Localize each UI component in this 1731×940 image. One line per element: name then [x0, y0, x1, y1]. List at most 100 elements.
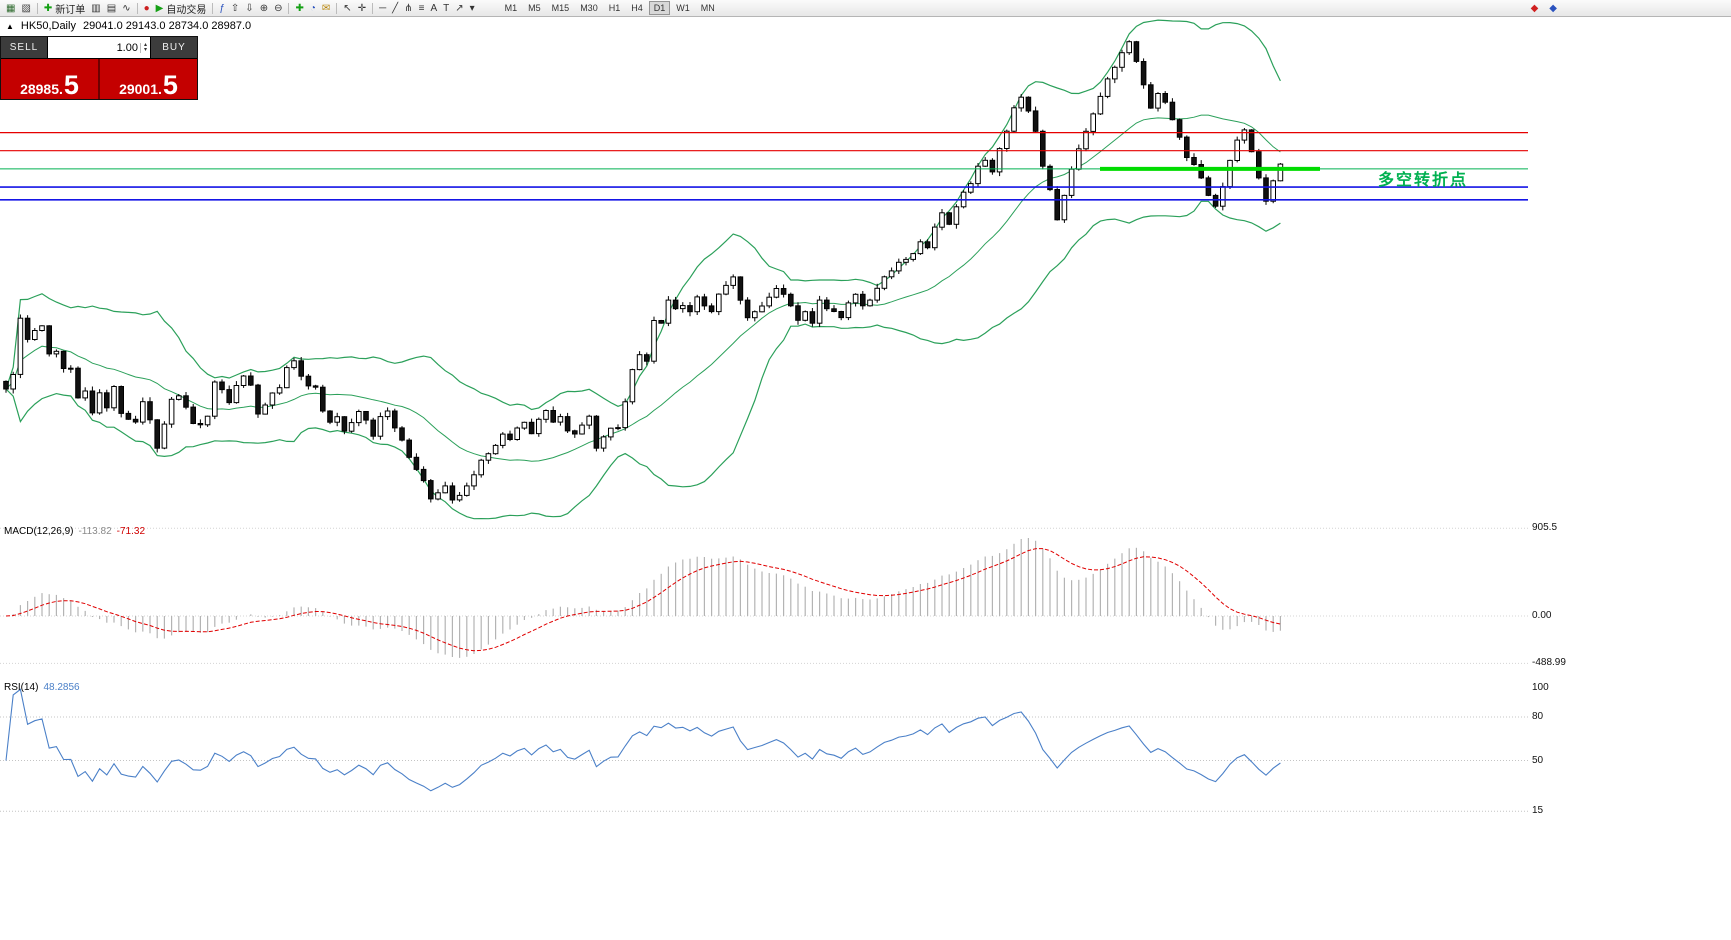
- candlestick-series: [3, 40, 1284, 504]
- timeframe-d1-button[interactable]: D1: [648, 1, 671, 15]
- timeframe-h4-button[interactable]: H4: [631, 3, 643, 13]
- volume-down-icon[interactable]: ▾: [143, 46, 147, 53]
- community-red-icon: ◆: [1530, 2, 1539, 14]
- buy-price-main: 29001.: [119, 81, 162, 97]
- buy-price-big-digit: 5: [162, 70, 178, 100]
- rsi-series: [0, 688, 1528, 812]
- period-down-icon[interactable]: ⇩: [242, 1, 256, 16]
- text-icon[interactable]: A: [427, 1, 440, 16]
- charts-icon[interactable]: ▦: [3, 1, 18, 16]
- zoom-in-icon[interactable]: ⊕: [257, 1, 271, 16]
- trendline-icon[interactable]: ╱: [389, 1, 401, 16]
- expert-advisors-icon[interactable]: ●: [141, 1, 153, 16]
- period-up-icon[interactable]: ⇧: [228, 1, 242, 16]
- new-order-icon: ✚: [43, 2, 53, 14]
- arrows-tool-icon[interactable]: ↗: [452, 1, 466, 16]
- bar-chart-icon[interactable]: ▥: [88, 1, 103, 16]
- clock-icon[interactable]: ◔: [307, 1, 319, 16]
- label-icon: T: [443, 2, 450, 14]
- text-icon: A: [430, 2, 438, 14]
- zoom-out-icon[interactable]: ⊖: [271, 1, 285, 16]
- community-red-icon[interactable]: ◆: [1528, 1, 1542, 16]
- symbol-info: ▲ HK50,Daily 29041.0 29143.0 28734.0 289…: [6, 20, 251, 32]
- fibonacci-icon[interactable]: ⋔: [401, 1, 415, 16]
- timeframe-h1-button[interactable]: H1: [608, 3, 621, 13]
- crosshair-icon[interactable]: ✛: [355, 1, 369, 16]
- mail-icon: ✉: [321, 2, 331, 14]
- candle-chart-icon[interactable]: ▤: [104, 1, 119, 16]
- cursor-icon: ↖: [343, 2, 352, 14]
- macd-main-value: -113.82: [78, 526, 112, 537]
- trade-panel-controls: SELL ▴ ▾ BUY: [1, 37, 197, 59]
- chart-canvas[interactable]: [0, 0, 1570, 940]
- timeframe-m1-button[interactable]: M1: [504, 3, 518, 13]
- tile-windows-icon: ▧: [21, 2, 31, 14]
- toolbar-separator: [212, 2, 214, 14]
- sell-price-big-digit: 5: [63, 70, 79, 100]
- timeframe-m5-button[interactable]: M5: [528, 3, 541, 13]
- line-chart-icon: ∿: [122, 2, 131, 14]
- horizontal-lines[interactable]: [0, 132, 1528, 201]
- new-order-button[interactable]: ✚ 新订单: [41, 1, 88, 16]
- trade-panel-prices: 28985. 5 29001. 5: [1, 59, 197, 99]
- community-blue-icon[interactable]: ◆: [1546, 1, 1560, 16]
- clock-icon: ◔: [309, 2, 316, 14]
- timeframe-toolbar: M1 M5 M15 M30 H1 H4 D1 W1 MN: [500, 1, 720, 15]
- rsi-value: 48.2856: [43, 682, 80, 693]
- auto-trading-icon: ▶: [155, 2, 164, 14]
- timeframe-m30-button[interactable]: M30: [580, 3, 598, 13]
- buy-button[interactable]: BUY: [150, 37, 197, 58]
- cursor-icon[interactable]: ↖: [340, 1, 354, 16]
- line-chart-icon[interactable]: ∿: [119, 1, 133, 16]
- volume-field[interactable]: ▴ ▾: [48, 37, 150, 58]
- macd-name: MACD(12,26,9): [4, 526, 74, 537]
- toolbar-separator: [288, 2, 290, 14]
- volume-spinner[interactable]: ▴ ▾: [139, 41, 150, 53]
- timeframe-mn-button[interactable]: MN: [700, 3, 715, 13]
- timeframe-m15-button[interactable]: M15: [551, 3, 570, 13]
- toolbar-separator: [372, 2, 374, 14]
- timeframe-w1-button[interactable]: W1: [676, 3, 690, 13]
- zoom-out-icon: ⊖: [274, 2, 283, 14]
- indicators-icon[interactable]: ƒ: [216, 1, 228, 16]
- charts-icon: ▦: [6, 2, 16, 14]
- sell-price-main: 28985.: [20, 81, 63, 97]
- period-up-icon: ⇧: [230, 2, 240, 14]
- macd-signal-value: -71.32: [116, 526, 146, 537]
- add-indicator-icon: ✚: [295, 2, 304, 14]
- bar-chart-icon: ▥: [91, 2, 101, 14]
- auto-trading-button-label: 自动交易: [166, 4, 207, 16]
- arrows-tool-icon: ↗: [455, 2, 464, 14]
- mail-icon[interactable]: ✉: [319, 1, 333, 16]
- auto-trading-button[interactable]: ▶ 自动交易: [153, 1, 210, 16]
- horizontal-line-icon[interactable]: ─: [376, 1, 389, 16]
- toolbar-right-icons: ◆ ◆: [1528, 1, 1560, 16]
- sell-button[interactable]: SELL: [1, 37, 48, 58]
- symbol-ohlc: 29041.0 29143.0 28734.0 28987.0: [82, 20, 252, 32]
- volume-up-icon[interactable]: ▴: [143, 41, 147, 48]
- toolbar-separator: [36, 2, 38, 14]
- volume-input[interactable]: [48, 41, 140, 54]
- crosshair-icon: ✛: [357, 2, 367, 14]
- community-blue-icon: ◆: [1549, 2, 1557, 14]
- tile-windows-icon[interactable]: ▧: [18, 1, 33, 16]
- rsi-name: RSI(14): [4, 682, 39, 693]
- sell-price[interactable]: 28985. 5: [1, 59, 100, 99]
- indicators-icon: ƒ: [219, 2, 225, 14]
- new-order-button-label: 新订单: [55, 4, 86, 16]
- zoom-in-icon: ⊕: [259, 2, 269, 14]
- horizontal-line-icon: ─: [379, 2, 387, 14]
- trendline-icon: ╱: [392, 2, 399, 14]
- buy-price[interactable]: 29001. 5: [100, 59, 197, 99]
- pivot-note-text: 多空转折点: [1378, 172, 1469, 189]
- grid-icon[interactable]: ≡: [416, 1, 428, 16]
- expert-advisors-icon: ●: [143, 2, 150, 14]
- grid-icon: ≡: [418, 2, 425, 14]
- one-click-trading-panel: SELL ▴ ▾ BUY 28985.5 29001.5: [0, 36, 198, 100]
- add-indicator-icon[interactable]: ✚: [292, 1, 306, 16]
- label-icon[interactable]: T: [440, 1, 452, 16]
- toolbar-separator: [136, 2, 138, 14]
- toolbar-items: ▦ ▧ ✚ 新订单 ▥ ▤ ∿ ● ▶ 自动交易 ƒ ⇧ ⇩ ⊕ ⊖ ✚ ◔ ✉ ↖ ✛ ─ ╱ ⋔ ≡ A T ↗ ▾: [3, 1, 478, 16]
- arrows-dropdown-icon[interactable]: ▾: [467, 1, 478, 16]
- symbol-title: HK50,Daily: [20, 20, 76, 32]
